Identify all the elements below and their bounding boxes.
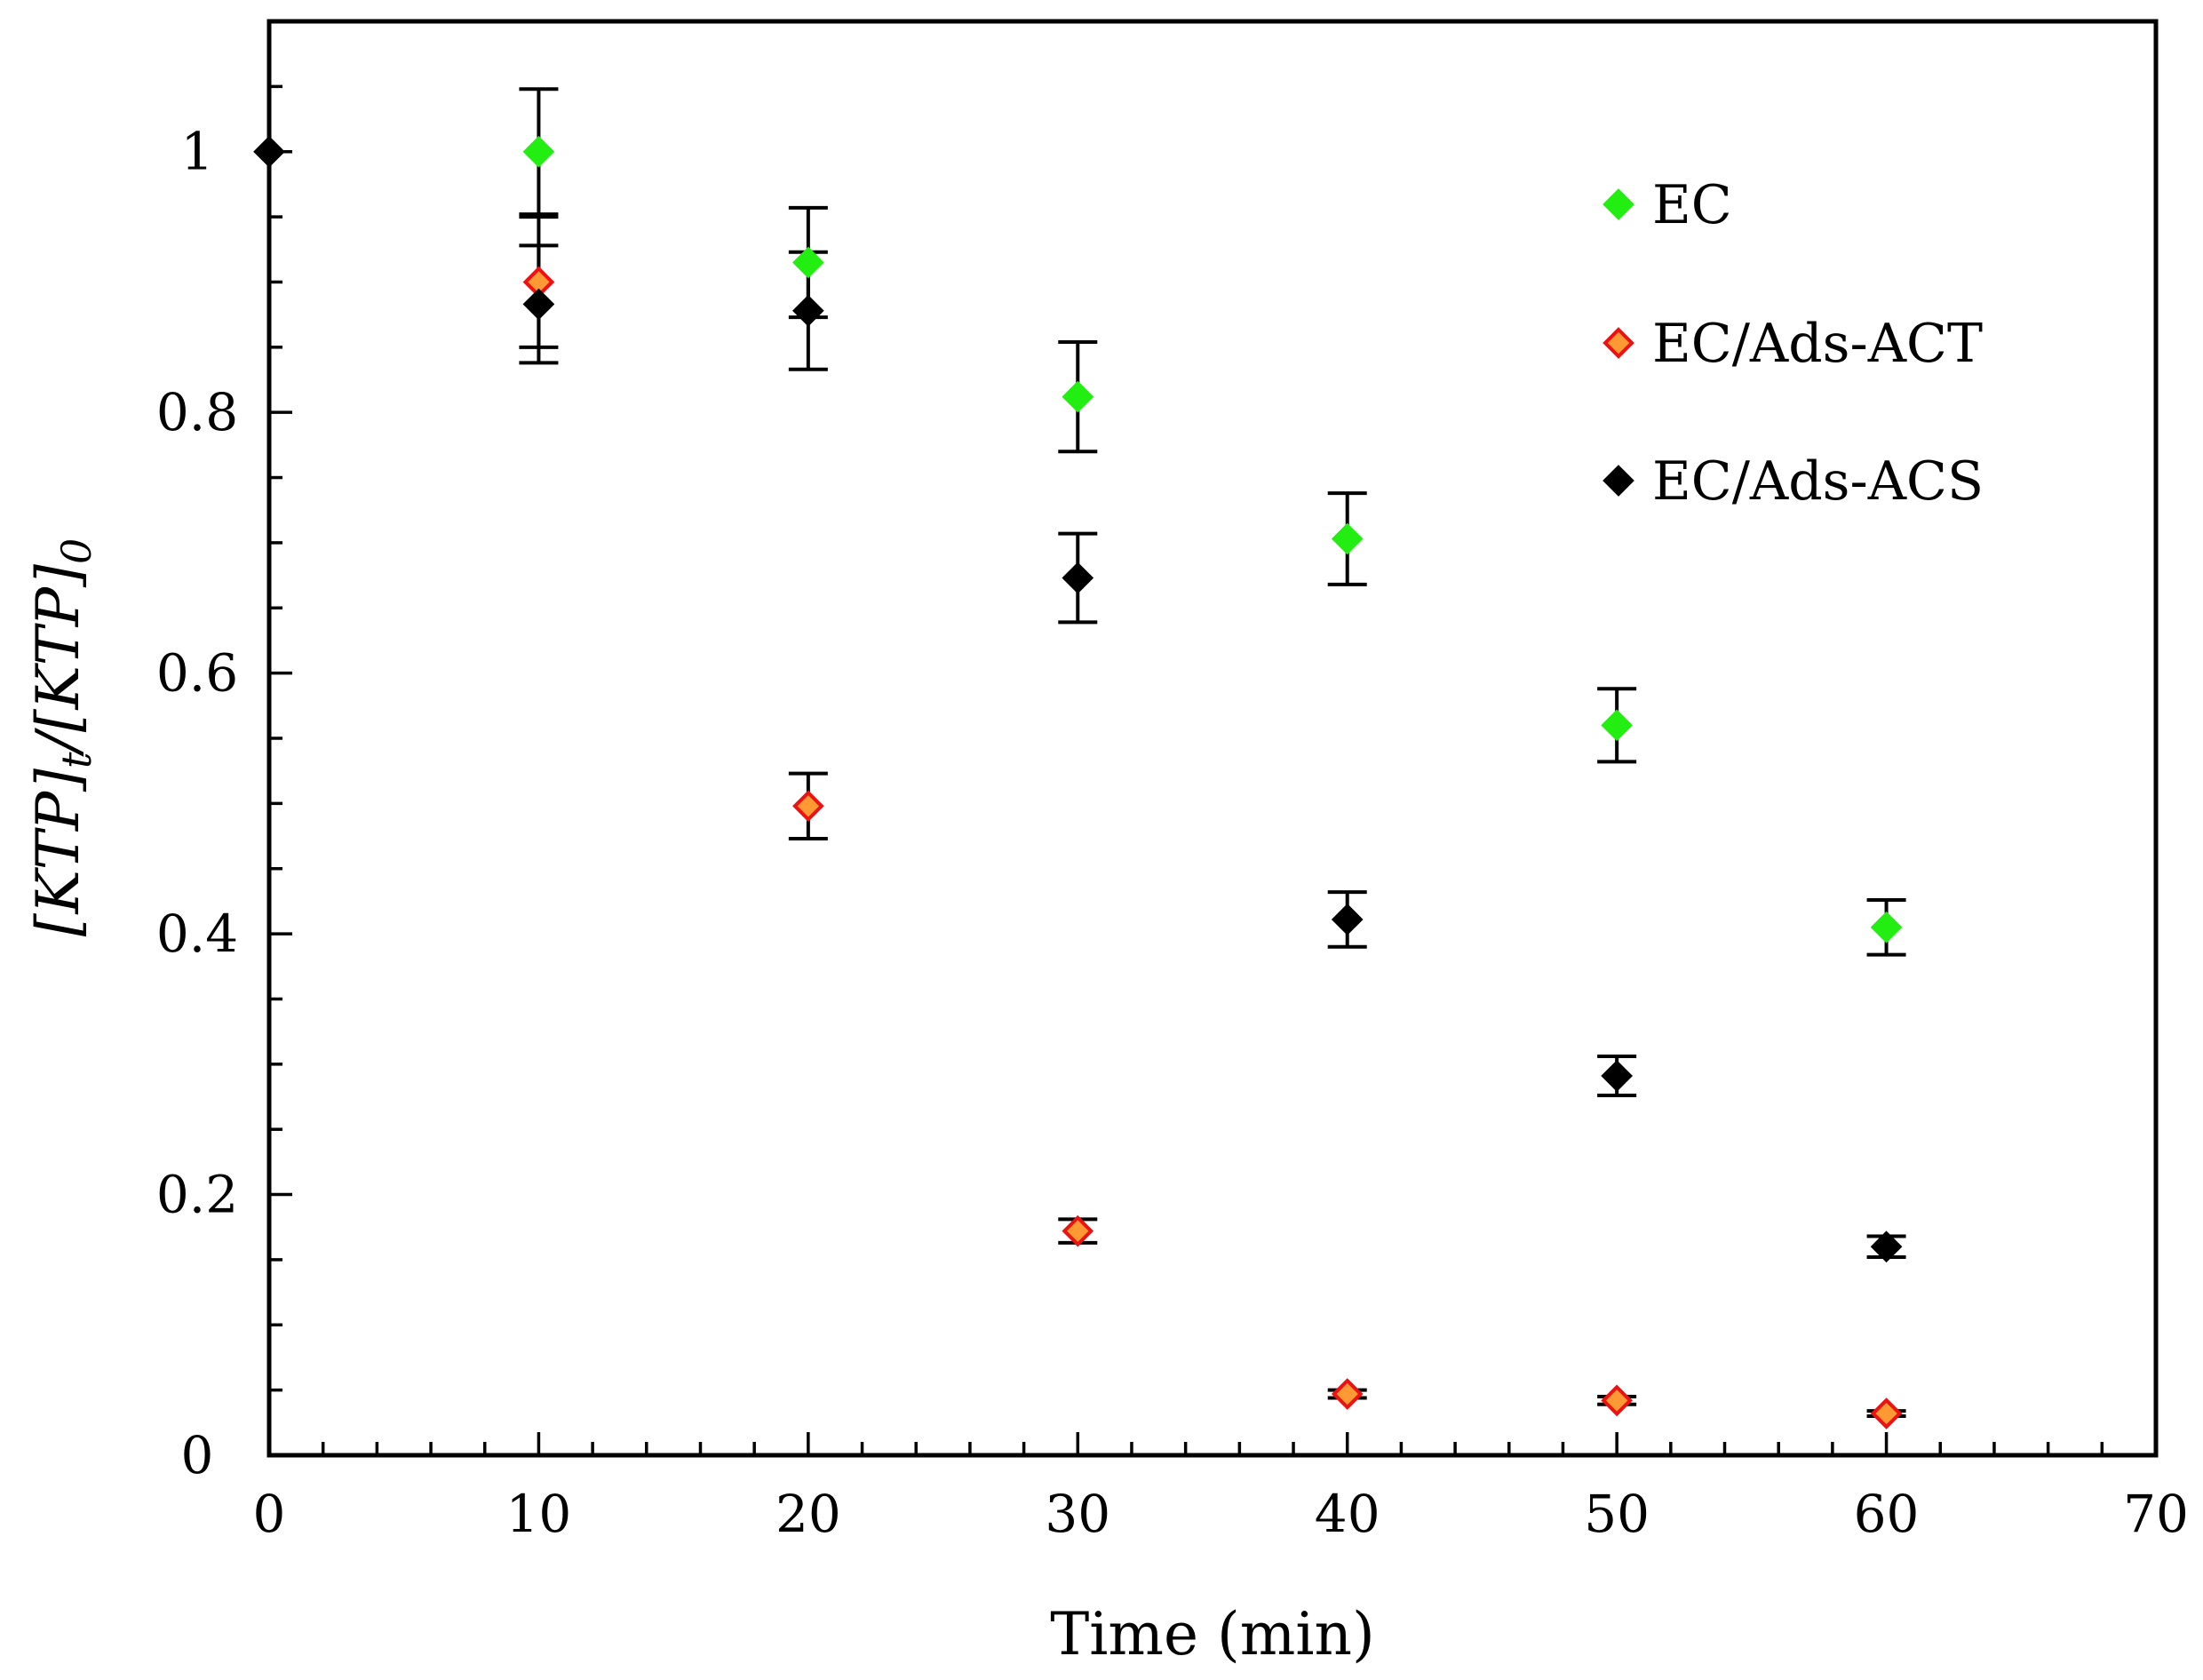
x-tick-label: 10 xyxy=(506,1484,572,1544)
x-axis-tick-labels: 0 10 20 30 40 50 60 70 xyxy=(253,1484,2189,1544)
y-tick-label: 1 xyxy=(181,122,214,182)
data-point-series-1 xyxy=(1331,1378,1364,1410)
data-point-series-2 xyxy=(792,294,824,327)
x-tick-label: 20 xyxy=(775,1484,841,1544)
data-point-series-0 xyxy=(1870,911,1903,944)
y-tick-label: 0.8 xyxy=(156,382,238,442)
legend-marker xyxy=(1603,327,1634,359)
data-point-series-2 xyxy=(1062,561,1094,594)
y-axis-tick-labels: 0 0.2 0.4 0.6 0.8 1 xyxy=(156,122,238,1485)
data-markers xyxy=(253,135,1903,1429)
y-tick-label: 0.6 xyxy=(156,643,238,704)
data-point-series-2 xyxy=(1331,904,1364,936)
data-point-series-1 xyxy=(1062,1214,1094,1247)
data-point-series-2 xyxy=(1601,1060,1633,1092)
legend-marker xyxy=(1603,465,1634,497)
y-axis-ticks xyxy=(269,20,292,1457)
x-axis-title: Time (min) xyxy=(1050,1600,1374,1668)
x-tick-label: 60 xyxy=(1854,1484,1920,1544)
data-point-series-2 xyxy=(253,135,285,168)
data-point-series-0 xyxy=(522,135,555,168)
y-axis-title: [KTP]t/[KTP]0 xyxy=(24,538,100,937)
data-point-series-0 xyxy=(1062,380,1094,413)
legend-label: EC/Ads-ACT xyxy=(1652,313,1983,375)
x-tick-label: 40 xyxy=(1315,1484,1380,1544)
legend-marker xyxy=(1603,188,1634,220)
data-point-series-1 xyxy=(1601,1384,1633,1417)
y-tick-label: 0.4 xyxy=(156,904,238,964)
x-tick-label: 70 xyxy=(2123,1484,2189,1544)
x-tick-label: 30 xyxy=(1045,1484,1110,1544)
data-point-series-2 xyxy=(1870,1230,1903,1263)
data-point-series-0 xyxy=(1601,709,1633,742)
data-point-series-1 xyxy=(1870,1397,1903,1429)
x-tick-label: 50 xyxy=(1584,1484,1650,1544)
x-tick-label: 0 xyxy=(253,1484,286,1544)
data-point-series-0 xyxy=(792,246,824,279)
error-bars xyxy=(519,87,1906,1418)
plot-frame xyxy=(266,19,2159,1458)
y-tick-label: 0.2 xyxy=(156,1165,238,1225)
x-axis-ticks xyxy=(267,1432,2158,1455)
legend-label: EC xyxy=(1652,174,1732,236)
legend-label: EC/Ads-ACS xyxy=(1652,450,1984,513)
data-point-series-2 xyxy=(522,288,555,321)
data-point-series-0 xyxy=(1331,522,1364,555)
legend: EC EC/Ads-ACT EC/Ads-ACS xyxy=(1603,174,1984,513)
y-tick-label: 0 xyxy=(181,1425,214,1485)
data-point-series-1 xyxy=(792,790,824,823)
